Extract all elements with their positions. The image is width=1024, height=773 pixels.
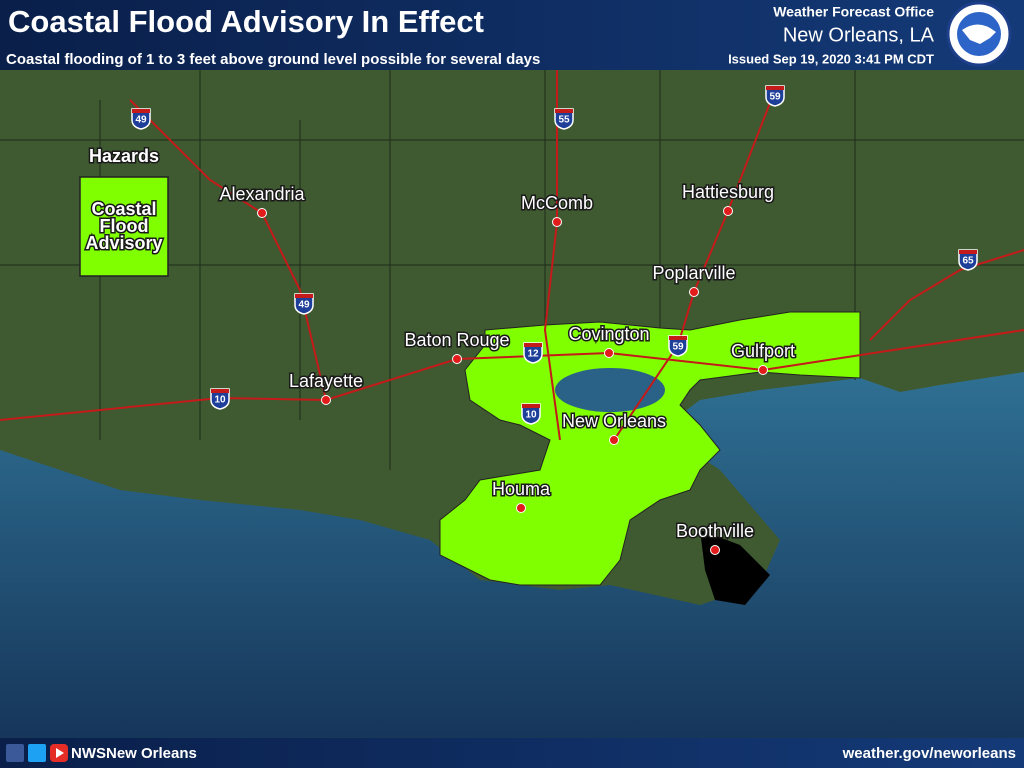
interstate-shield-top [295, 294, 313, 298]
interstate-shield [210, 388, 230, 410]
title: Coastal Flood Advisory In Effect [8, 4, 484, 39]
interstate-number: 59 [672, 342, 684, 353]
facebook-icon [6, 744, 24, 762]
interstate-number: 65 [962, 256, 974, 267]
interstate-number: 49 [135, 115, 147, 126]
interstate-shield [521, 403, 541, 425]
interstate-shield [668, 335, 688, 357]
city-dot [723, 206, 733, 216]
footer-bar [0, 738, 1024, 768]
interstate-shield-top [132, 109, 150, 113]
interstate-shield [523, 342, 543, 364]
gulf-water [0, 372, 1024, 738]
city-dot [609, 435, 619, 445]
interstate-shield [765, 85, 785, 107]
legend-swatch [79, 176, 169, 277]
interstate-number: 10 [214, 395, 226, 406]
lake-pontchartrain [555, 368, 665, 412]
city-dot [452, 354, 462, 364]
city-dot [710, 545, 720, 555]
interstate-shield-top [555, 109, 573, 113]
legend-title: Hazards [89, 146, 159, 166]
city-label: New Orleans [562, 411, 666, 431]
interstate-number: 55 [558, 115, 570, 126]
social-handle: NWSNew Orleans [71, 745, 197, 762]
advisory-area [439, 311, 861, 586]
website: weather.gov/neworleans [842, 745, 1016, 762]
interstate-shield-top [522, 404, 540, 408]
interstate-shield [958, 249, 978, 271]
interstate-shield-top [669, 336, 687, 340]
city-dot [552, 217, 562, 227]
interstate-shield [554, 108, 574, 130]
interstate-shield [294, 293, 314, 315]
city-label: Poplarville [652, 263, 735, 283]
header-bar [0, 0, 1024, 70]
interstate-number: 10 [525, 410, 537, 421]
city-label: Baton Rouge [404, 330, 509, 350]
interstate-number: 59 [769, 92, 781, 103]
interstate-shield-top [766, 86, 784, 90]
interstate-number: 12 [527, 349, 539, 360]
issued: Issued Sep 19, 2020 3:41 PM CDT [728, 51, 934, 66]
youtube-play [56, 748, 64, 758]
interstate-number: 49 [298, 300, 310, 311]
city-label: Boothville [676, 521, 754, 541]
city-label: Covington [568, 324, 649, 344]
city-label: Lafayette [289, 371, 363, 391]
city-label: Alexandria [219, 184, 305, 204]
city-dot [689, 287, 699, 297]
city-label: Gulfport [731, 341, 795, 361]
city-dot [604, 348, 614, 358]
interstate-shield-top [524, 343, 542, 347]
legend-item: Coastal [91, 199, 156, 219]
interstate-shield-top [959, 250, 977, 254]
office: Weather Forecast Office [773, 4, 934, 20]
city-dot [257, 208, 267, 218]
city-dot [758, 365, 768, 375]
subtitle: Coastal flooding of 1 to 3 feet above gr… [6, 51, 540, 68]
nws-logo-cloud [962, 24, 996, 44]
city-label: McComb [521, 193, 593, 213]
city-dot [516, 503, 526, 513]
twitter-icon [28, 744, 46, 762]
interstate-shield-top [211, 389, 229, 393]
interstate-shield [131, 108, 151, 130]
city-label: Hattiesburg [682, 182, 774, 202]
legend-item: Flood [100, 216, 149, 236]
location: New Orleans, LA [783, 24, 935, 46]
city-dot [321, 395, 331, 405]
city-label: Houma [492, 479, 551, 499]
legend-item: Advisory [85, 233, 162, 253]
